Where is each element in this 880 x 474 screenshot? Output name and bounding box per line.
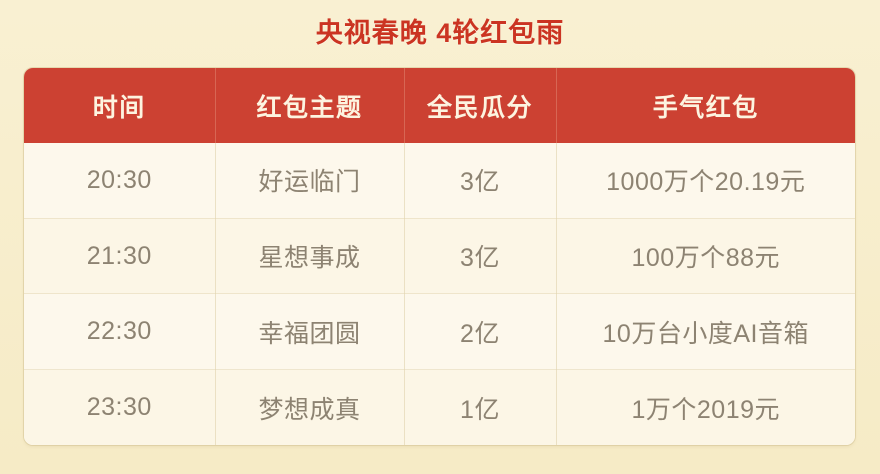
cell-theme: 星想事成 — [215, 218, 405, 295]
cell-lucky: 100万个88元 — [556, 218, 855, 295]
table-header-row: 时间 红包主题 全民瓜分 手气红包 — [24, 68, 855, 143]
cell-time: 23:30 — [24, 369, 216, 445]
table-row: 23:30 梦想成真 1亿 1万个2019元 — [24, 369, 855, 445]
table-body: 20:30 好运临门 3亿 1000万个20.19元 21:30 星想事成 3亿… — [24, 143, 855, 445]
cell-time: 20:30 — [24, 143, 216, 219]
cell-lucky: 10万台小度AI音箱 — [556, 293, 855, 371]
column-header-time: 时间 — [24, 68, 216, 143]
schedule-table: 时间 红包主题 全民瓜分 手气红包 20:30 好运临门 3亿 1000万个20… — [24, 68, 855, 445]
red-packet-schedule-table: 时间 红包主题 全民瓜分 手气红包 20:30 好运临门 3亿 1000万个20… — [24, 68, 855, 445]
cell-theme: 幸福团圆 — [215, 293, 405, 371]
cell-theme: 梦想成真 — [215, 369, 405, 445]
cell-split: 3亿 — [404, 143, 557, 219]
cell-time: 22:30 — [24, 293, 216, 371]
page-title: 央视春晚 4轮红包雨 — [315, 18, 565, 48]
cell-split: 2亿 — [404, 293, 557, 371]
table-row: 22:30 幸福团圆 2亿 10万台小度AI音箱 — [24, 293, 855, 371]
cell-theme: 好运临门 — [215, 143, 405, 219]
column-header-split: 全民瓜分 — [404, 68, 557, 143]
table-header: 时间 红包主题 全民瓜分 手气红包 — [24, 68, 855, 143]
cell-lucky: 1000万个20.19元 — [556, 143, 855, 219]
table-row: 21:30 星想事成 3亿 100万个88元 — [24, 218, 855, 295]
column-header-theme: 红包主题 — [215, 68, 405, 143]
table-row: 20:30 好运临门 3亿 1000万个20.19元 — [24, 143, 855, 219]
column-header-lucky: 手气红包 — [556, 68, 855, 143]
cell-split: 1亿 — [404, 369, 557, 445]
cell-time: 21:30 — [24, 218, 216, 295]
cell-lucky: 1万个2019元 — [556, 369, 855, 445]
cell-split: 3亿 — [404, 218, 557, 295]
